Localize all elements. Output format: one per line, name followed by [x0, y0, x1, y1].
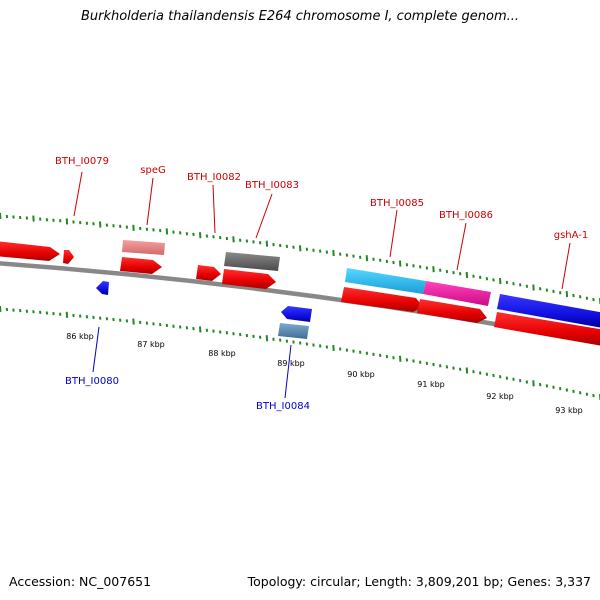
cds-forward-BTH_I0082[interactable]	[196, 265, 221, 281]
cds-forward-BTH_I0078[interactable]	[0, 241, 60, 261]
scale-label-91: 91 kbp	[417, 380, 445, 389]
gene-label-BTH_I0085[interactable]: BTH_I0085	[370, 198, 424, 209]
genome-summary-text: Topology: circular; Length: 3,809,201 bp…	[247, 574, 591, 589]
cds-forward-BTH_I0079[interactable]	[63, 250, 74, 264]
feature-BTH_I0084-bar[interactable]	[278, 323, 309, 339]
scale-label-93: 93 kbp	[555, 406, 583, 415]
cds-reverse-BTH_I0080[interactable]	[96, 281, 109, 295]
gene-label-BTH_I0083[interactable]: BTH_I0083	[245, 180, 299, 191]
feature-BTH_I0085-bar[interactable]	[345, 268, 426, 294]
scale-label-92: 92 kbp	[486, 392, 514, 401]
gene-label-gshA-1[interactable]: gshA-1	[554, 230, 589, 241]
scale-label-87: 87 kbp	[137, 340, 165, 349]
feature-speG-bar[interactable]	[122, 240, 165, 255]
scale-label-90: 90 kbp	[347, 370, 375, 379]
gene-label-BTH_I0080[interactable]: BTH_I0080	[65, 376, 119, 387]
gene-label-BTH_I0079[interactable]: BTH_I0079	[55, 156, 109, 167]
label-leaders	[73, 171, 571, 399]
feature-gshA-1-bar[interactable]	[497, 294, 600, 328]
scale-label-89: 89 kbp	[277, 359, 305, 368]
cds-forward-speG[interactable]	[120, 257, 162, 274]
cds-reverse-BTH_I0084[interactable]	[281, 306, 312, 322]
cds-forward-gshA-1[interactable]	[494, 312, 600, 346]
scale-label-86: 86 kbp	[66, 332, 94, 341]
accession-text: Accession: NC_007651	[9, 574, 152, 589]
cds-forward-BTH_I0086[interactable]	[417, 299, 487, 323]
map-title: Burkholderia thailandensis E264 chromoso…	[80, 9, 520, 24]
scale-label-88: 88 kbp	[208, 349, 236, 358]
gene-label-BTH_I0086[interactable]: BTH_I0086	[439, 210, 493, 221]
gene-label-BTH_I0082[interactable]: BTH_I0082	[187, 172, 241, 183]
cds-forward-BTH_I0083[interactable]	[222, 269, 276, 289]
cds-forward-BTH_I0085[interactable]	[341, 287, 423, 312]
tick-track-upper	[0, 212, 600, 305]
gene-label-speG[interactable]: speG	[140, 165, 165, 176]
feature-BTH_I0083-bar[interactable]	[224, 252, 280, 271]
feature-BTH_I0086-bar[interactable]	[423, 281, 491, 306]
tick-track-lower	[0, 305, 600, 401]
gene-label-BTH_I0084[interactable]: BTH_I0084	[256, 401, 310, 412]
